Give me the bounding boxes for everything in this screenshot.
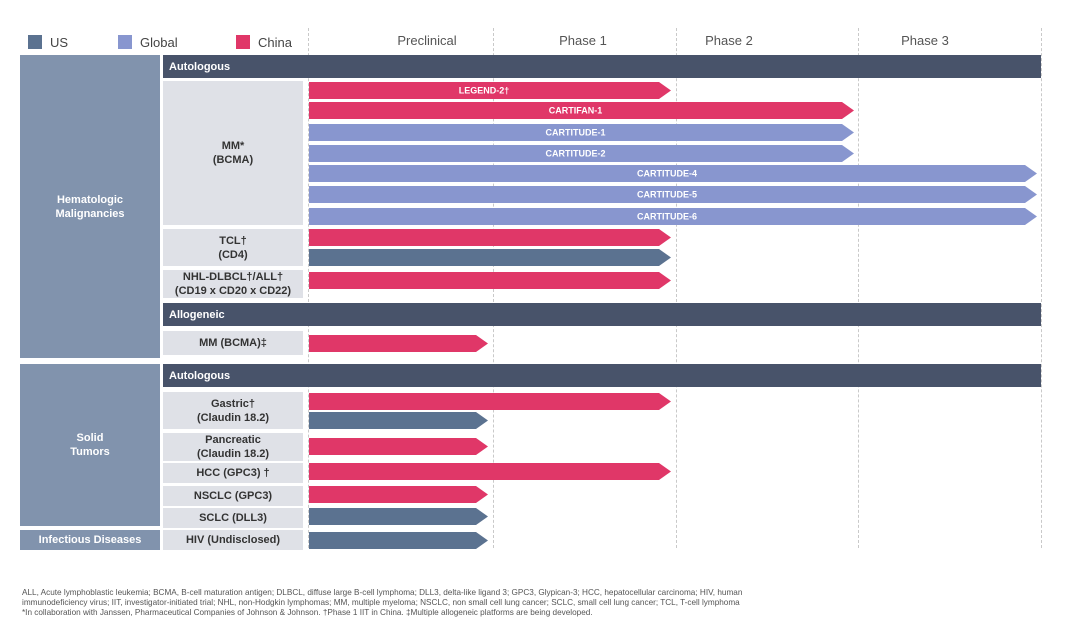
bar-shape — [309, 532, 488, 549]
legend-label-china: China — [258, 34, 292, 50]
bar-shape — [309, 102, 854, 119]
bar-shape — [309, 335, 488, 352]
pipeline-bar — [309, 412, 488, 429]
indication-nhl: NHL-DLBCL†/ALL† (CD19 x CD20 x CD22) — [163, 270, 303, 298]
bar-shape — [309, 508, 488, 525]
phase-label-phase3: Phase 3 — [901, 33, 949, 48]
pipeline-bar: CARTITUDE-5 — [309, 186, 1037, 203]
phase-divider — [308, 28, 309, 548]
phase-label-phase1: Phase 1 — [559, 33, 607, 48]
legend-swatch-global — [118, 35, 132, 49]
bar-shape — [309, 124, 854, 141]
legend-item-china: China — [236, 34, 292, 50]
category-infectious-diseases: Infectious Diseases — [20, 530, 160, 550]
indication-pancreatic: Pancreatic (Claudin 18.2) — [163, 433, 303, 461]
pipeline-bar: CARTITUDE-2 — [309, 145, 854, 162]
bar-label: CARTITUDE-6 — [637, 212, 697, 222]
legend-item-us: US — [28, 34, 68, 50]
indication-gastric: Gastric† (Claudin 18.2) — [163, 392, 303, 429]
bar-shape — [309, 412, 488, 429]
bar-shape — [309, 186, 1037, 203]
phase-label-phase2: Phase 2 — [705, 33, 753, 48]
pipeline-bar — [309, 249, 671, 266]
pipeline-bar — [309, 393, 671, 410]
indication-tcl: TCL† (CD4) — [163, 229, 303, 266]
indication-mm-allogeneic: MM (BCMA)‡ — [163, 331, 303, 355]
phase-label-preclinical: Preclinical — [397, 33, 457, 48]
indication-sclc: SCLC (DLL3) — [163, 508, 303, 528]
category-hematologic: Hematologic Malignancies — [20, 55, 160, 358]
pipeline-bar: CARTIFAN-1 — [309, 102, 854, 119]
pipeline-bar — [309, 229, 671, 246]
pipeline-bar: CARTITUDE-4 — [309, 165, 1037, 182]
bar-label: CARTITUDE-2 — [546, 149, 606, 159]
bar-label: CARTITUDE-1 — [546, 128, 606, 138]
bar-shape — [309, 393, 671, 410]
indication-mm-bcma: MM* (BCMA) — [163, 81, 303, 225]
legend-label-us: US — [50, 34, 69, 50]
section-header-autologous-solid: Autologous — [163, 364, 1041, 387]
bar-shape — [309, 272, 671, 289]
pipeline-bar — [309, 508, 488, 525]
pipeline-bar: LEGEND-2† — [309, 82, 671, 99]
indication-nsclc: NSCLC (GPC3) — [163, 486, 303, 506]
indication-hiv: HIV (Undisclosed) — [163, 530, 303, 550]
bar-label: LEGEND-2† — [459, 86, 510, 96]
pipeline-bar — [309, 272, 671, 289]
indication-hcc: HCC (GPC3) † — [163, 463, 303, 483]
legend-swatch-china — [236, 35, 250, 49]
bar-shape — [309, 438, 488, 455]
bar-shape — [309, 249, 671, 266]
legend-swatch-us — [28, 35, 42, 49]
bar-shape — [309, 82, 671, 99]
bar-shape — [309, 145, 854, 162]
pipeline-bar: CARTITUDE-1 — [309, 124, 854, 141]
legend-label-global: Global — [140, 34, 178, 50]
category-solid-tumors: Solid Tumors — [20, 364, 160, 526]
pipeline-bar — [309, 463, 671, 480]
pipeline-bar: CARTITUDE-6 — [309, 208, 1037, 225]
pipeline-bar — [309, 438, 488, 455]
phase-divider — [676, 28, 677, 548]
bar-label: CARTITUDE-4 — [637, 169, 697, 179]
section-header-allogeneic: Allogeneic — [163, 303, 1041, 326]
footnote-line: immunodeficiency virus; IIT, investigato… — [22, 598, 740, 607]
footnotes: ALL, Acute lymphoblastic leukemia; BCMA,… — [22, 588, 1062, 618]
bar-label: CARTITUDE-5 — [637, 190, 697, 200]
bar-label: CARTIFAN-1 — [549, 106, 603, 116]
footnote-line: *In collaboration with Janssen, Pharmace… — [22, 608, 593, 617]
bar-shape — [309, 208, 1037, 225]
phase-divider — [1041, 28, 1042, 548]
pipeline-bar — [309, 532, 488, 549]
bar-shape — [309, 463, 671, 480]
legend-item-global: Global — [118, 34, 178, 50]
section-header-autologous: Autologous — [163, 55, 1041, 78]
pipeline-bar — [309, 335, 488, 352]
bar-shape — [309, 229, 671, 246]
phase-divider — [858, 28, 859, 548]
bar-shape — [309, 165, 1037, 182]
pipeline-bar — [309, 486, 488, 503]
footnote-line: ALL, Acute lymphoblastic leukemia; BCMA,… — [22, 588, 743, 597]
bar-shape — [309, 486, 488, 503]
